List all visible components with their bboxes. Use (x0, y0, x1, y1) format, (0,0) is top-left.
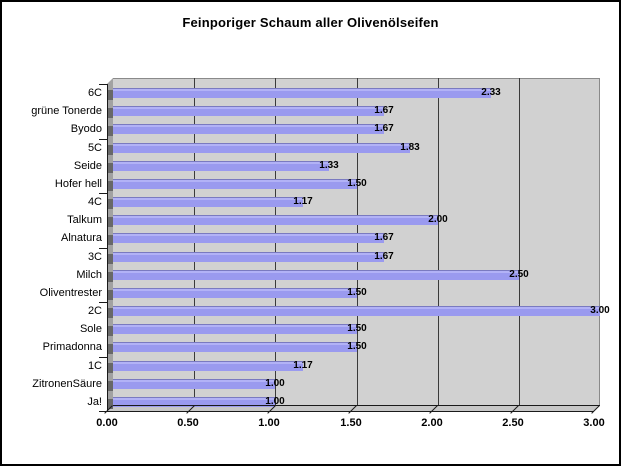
category-axis-tick (99, 248, 107, 249)
category-label: Talkum (67, 214, 102, 226)
bar-value-label: 1.67 (374, 105, 394, 116)
bar (113, 397, 275, 407)
category-label: 3C (87, 251, 102, 263)
category-axis-tick (99, 357, 107, 358)
bar-value-label: 2.33 (481, 87, 501, 98)
bar-shadow-notch (107, 199, 113, 209)
bar-value-label: 2.00 (428, 214, 448, 225)
bar-shadow-notch (107, 163, 113, 173)
bar (113, 106, 384, 116)
category-label: Milch (76, 269, 102, 281)
category-label: Primadonna (42, 341, 102, 353)
chart-title: Feinporiger Schaum aller Olivenölseifen (182, 15, 439, 30)
category-axis-tick (99, 302, 107, 303)
bar (113, 215, 438, 225)
bar (113, 361, 303, 371)
category-axis-tick (99, 411, 107, 412)
x-tick-label: 2.50 (502, 417, 524, 429)
category-label: Ja! (87, 396, 102, 408)
bar-shadow-notch (107, 90, 113, 100)
bar (113, 161, 329, 171)
category-label: Alnatura (61, 232, 102, 244)
category-label: Oliventrester (39, 287, 102, 299)
bar-shadow-notch (107, 290, 113, 300)
bar (113, 306, 600, 316)
bar (113, 197, 303, 207)
bar-shadow-notch (107, 235, 113, 245)
bar-shadow-notch (107, 344, 113, 354)
bar-shadow-notch (107, 254, 113, 264)
x-tick-label: 1.00 (258, 417, 280, 429)
bar (113, 288, 357, 298)
category-label: 4C (87, 196, 102, 208)
category-axis-tick (99, 84, 107, 85)
bar-shadow-notch (107, 145, 113, 155)
bar (113, 88, 491, 98)
x-tick-label: 1.50 (340, 417, 362, 429)
bar-shadow-notch (107, 181, 113, 191)
category-axis-tick (99, 139, 107, 140)
bar-value-label: 3.00 (590, 305, 610, 316)
category-label: grüne Tonerde (31, 105, 102, 117)
category-axis-tick (99, 193, 107, 194)
bar-value-label: 1.00 (265, 378, 285, 389)
x-tick-label: 0.00 (96, 417, 118, 429)
bar (113, 143, 410, 153)
bar-shadow-notch (107, 272, 113, 282)
category-label: Seide (73, 160, 102, 172)
bar (113, 124, 384, 134)
bar (113, 179, 357, 189)
category-label: 5C (87, 142, 102, 154)
bar-shadow-notch (107, 308, 113, 318)
category-axis-line (107, 84, 108, 411)
category-label: Byodo (70, 123, 102, 135)
bar-value-label: 1.50 (347, 341, 367, 352)
bar-shadow-notch (107, 399, 113, 409)
bar (113, 270, 519, 280)
bar-value-label: 1.83 (400, 142, 420, 153)
bar (113, 233, 384, 243)
gridline (519, 78, 520, 405)
bar-value-label: 1.17 (293, 196, 313, 207)
bar-value-label: 2.50 (509, 269, 529, 280)
bar-value-label: 1.67 (374, 232, 394, 243)
bar-value-label: 1.67 (374, 123, 394, 134)
category-label: ZitronenSäure (32, 378, 102, 390)
bar (113, 252, 384, 262)
bar-shadow-notch (107, 108, 113, 118)
category-label: 2C (87, 305, 102, 317)
bar-shadow-notch (107, 363, 113, 373)
bar-value-label: 1.50 (347, 178, 367, 189)
category-label: 1C (87, 360, 102, 372)
category-label: Hofer hell (54, 178, 102, 190)
bar (113, 342, 357, 352)
bar (113, 324, 357, 334)
bar-value-label: 1.17 (293, 360, 313, 371)
bar-value-label: 1.67 (374, 251, 394, 262)
category-label: Sole (79, 323, 102, 335)
bar-value-label: 1.50 (347, 287, 367, 298)
category-label: 6C (87, 87, 102, 99)
x-tick-label: 2.00 (421, 417, 443, 429)
bar-shadow-notch (107, 217, 113, 227)
bar-value-label: 1.00 (265, 396, 285, 407)
x-tick-label: 0.50 (177, 417, 199, 429)
bar-value-label: 1.33 (319, 160, 339, 171)
bar (113, 379, 275, 389)
bar-shadow-notch (107, 381, 113, 391)
gridline (438, 78, 439, 405)
bar-shadow-notch (107, 126, 113, 136)
x-tick-label: 3.00 (583, 417, 605, 429)
bar-shadow-notch (107, 326, 113, 336)
bar-value-label: 1.50 (347, 323, 367, 334)
